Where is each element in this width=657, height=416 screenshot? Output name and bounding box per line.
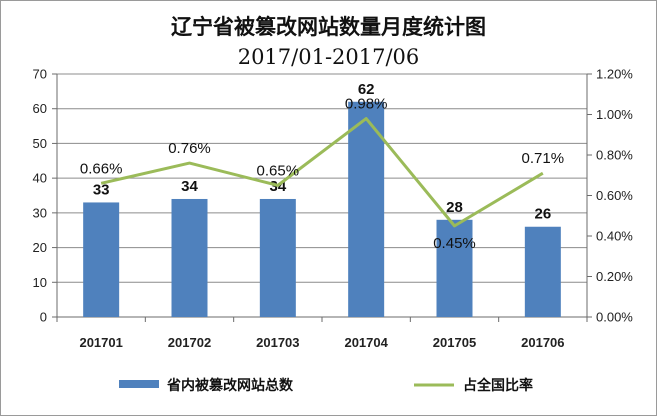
y2-tick-label: 0.60%: [596, 188, 633, 203]
x-tick-label: 201704: [344, 335, 388, 350]
bar-value-label: 34: [181, 178, 198, 195]
y-tick-label: 60: [33, 101, 47, 116]
bar-value-label: 62: [358, 81, 375, 98]
y2-tick-label: 0.40%: [596, 229, 633, 244]
y-tick-label: 0: [40, 310, 47, 325]
bar-value-label: 26: [534, 206, 551, 223]
chart-subtitle: 2017/01-2017/06: [237, 45, 420, 69]
x-tick-label: 201705: [433, 335, 476, 350]
y-tick-label: 40: [33, 171, 47, 186]
x-tick-label: 201702: [168, 335, 211, 350]
bar-value-label: 33: [93, 181, 110, 198]
ratio-line: [100, 117, 544, 228]
bar: [259, 198, 296, 317]
x-tick-label: 201701: [79, 335, 122, 350]
x-tick-label: 201703: [256, 335, 299, 350]
y2-tick-label: 0.80%: [596, 148, 633, 163]
y-tick-label: 30: [33, 205, 47, 220]
bar: [436, 219, 473, 317]
legend-bar-label: 省内被篡改网站总数: [166, 377, 294, 394]
y-tick-label: 10: [33, 275, 47, 290]
y2-tick-label: 0.00%: [596, 310, 633, 325]
y2-tick-label: 1.20%: [596, 67, 633, 82]
bar: [171, 198, 208, 317]
bar-value-label: 28: [446, 199, 463, 216]
legend-line-label: 占全国比率: [463, 377, 533, 394]
ratio-value-label: 0.98%: [345, 96, 388, 113]
ratio-value-label: 0.76%: [168, 140, 211, 157]
y-tick-label: 20: [33, 240, 47, 255]
y2-tick-label: 0.20%: [596, 269, 633, 284]
y2-tick-label: 1.00%: [596, 107, 633, 122]
ratio-value-label: 0.71%: [522, 150, 565, 167]
y-tick-label: 70: [33, 67, 47, 82]
ratio-value-label: 0.65%: [257, 162, 300, 179]
x-tick-label: 201706: [521, 335, 564, 350]
chart-title: 辽宁省被篡改网站数量月度统计图: [171, 14, 486, 39]
y-tick-label: 50: [33, 136, 47, 151]
legend-bar-swatch: [119, 380, 159, 388]
ratio-value-label: 0.66%: [80, 160, 123, 177]
bar: [524, 226, 561, 317]
bar: [348, 101, 385, 318]
bar: [83, 202, 120, 317]
ratio-value-label: 0.45%: [433, 235, 476, 252]
